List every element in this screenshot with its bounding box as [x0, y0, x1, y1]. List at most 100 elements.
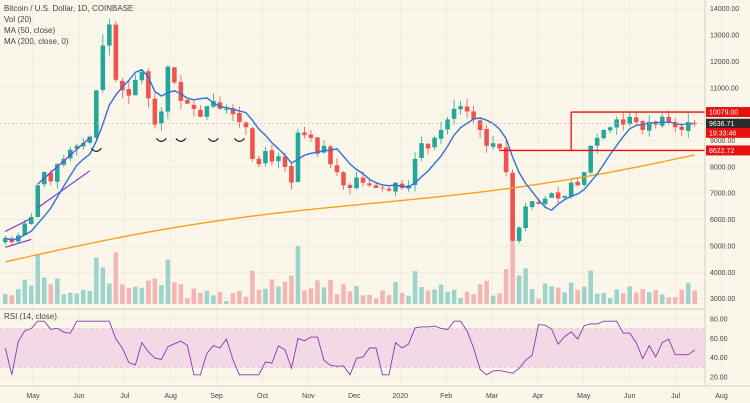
candle-body[interactable]: [198, 109, 203, 117]
candle-body[interactable]: [302, 132, 307, 136]
candle-body[interactable]: [250, 128, 255, 159]
candle-body[interactable]: [61, 158, 67, 165]
candle-body[interactable]: [185, 100, 190, 104]
candle-body[interactable]: [152, 98, 158, 125]
candle-body[interactable]: [204, 106, 210, 117]
candle-body[interactable]: [633, 117, 639, 123]
candle-body[interactable]: [2, 238, 8, 243]
candle-body[interactable]: [594, 137, 600, 146]
candle-body[interactable]: [672, 122, 678, 128]
candle-body[interactable]: [581, 172, 587, 185]
candle-body[interactable]: [419, 143, 424, 158]
candle-body[interactable]: [295, 132, 301, 182]
candle-body[interactable]: [640, 121, 645, 130]
candle-body[interactable]: [490, 143, 496, 147]
candle-body[interactable]: [139, 71, 145, 81]
candle-body[interactable]: [412, 158, 418, 186]
candle-body[interactable]: [646, 122, 652, 131]
candle-body[interactable]: [243, 122, 249, 128]
candle-body[interactable]: [159, 111, 164, 124]
candle-body[interactable]: [282, 156, 288, 167]
candle-body[interactable]: [692, 122, 698, 124]
candle-body[interactable]: [425, 143, 431, 149]
candle-body[interactable]: [263, 151, 268, 164]
candle-body[interactable]: [224, 108, 229, 110]
candle-body[interactable]: [28, 216, 34, 224]
candle-body[interactable]: [113, 24, 119, 80]
candle-body[interactable]: [620, 119, 626, 125]
candle-body[interactable]: [81, 143, 86, 147]
candle-body[interactable]: [334, 165, 340, 173]
candle-body[interactable]: [575, 181, 580, 186]
candle-body[interactable]: [276, 156, 281, 162]
candle-body[interactable]: [568, 182, 574, 197]
candle-body[interactable]: [373, 185, 379, 188]
candle-body[interactable]: [269, 150, 275, 162]
candle-body[interactable]: [451, 108, 457, 119]
candle-body[interactable]: [464, 106, 470, 112]
candle-body[interactable]: [230, 108, 236, 115]
candle-body[interactable]: [503, 147, 509, 173]
candle-body[interactable]: [328, 146, 333, 165]
candle-body[interactable]: [146, 71, 151, 99]
candle-body[interactable]: [308, 134, 314, 138]
candle-body[interactable]: [555, 192, 561, 199]
candle-body[interactable]: [172, 67, 177, 83]
candle-body[interactable]: [35, 185, 41, 217]
candle-body[interactable]: [386, 188, 392, 191]
candle-body[interactable]: [48, 172, 54, 182]
candle-body[interactable]: [607, 127, 613, 131]
candle-body[interactable]: [68, 149, 73, 159]
candle-body[interactable]: [217, 102, 223, 109]
candle-body[interactable]: [458, 106, 463, 110]
candle-body[interactable]: [471, 111, 476, 120]
candle-body[interactable]: [516, 227, 522, 241]
candle-body[interactable]: [666, 116, 672, 123]
candle-body[interactable]: [133, 79, 138, 96]
candle-body[interactable]: [360, 177, 366, 183]
candle-body[interactable]: [399, 183, 405, 188]
candle-body[interactable]: [178, 81, 184, 101]
candle-body[interactable]: [74, 145, 80, 149]
candle-body[interactable]: [627, 116, 632, 125]
candle-body[interactable]: [237, 113, 242, 123]
candle-body[interactable]: [523, 206, 528, 229]
candle-body[interactable]: [529, 201, 535, 208]
candle-body[interactable]: [211, 100, 216, 107]
candle-body[interactable]: [191, 104, 197, 109]
candle-body[interactable]: [256, 158, 262, 165]
candle-body[interactable]: [315, 137, 320, 154]
candle-body[interactable]: [165, 66, 171, 112]
candle-body[interactable]: [321, 145, 327, 153]
candle-body[interactable]: [107, 24, 112, 46]
candle-body[interactable]: [510, 172, 515, 241]
candle-body[interactable]: [542, 198, 548, 205]
candle-body[interactable]: [87, 136, 93, 143]
candle-body[interactable]: [484, 128, 489, 146]
candle-body[interactable]: [341, 172, 346, 186]
candle-body[interactable]: [55, 164, 60, 182]
candle-body[interactable]: [562, 195, 567, 198]
candle-body[interactable]: [347, 184, 353, 188]
candle-body[interactable]: [549, 193, 554, 198]
candle-body[interactable]: [354, 177, 359, 189]
candle-body[interactable]: [94, 90, 99, 138]
candle-body[interactable]: [393, 182, 398, 192]
candle-body[interactable]: [120, 80, 125, 91]
candle-body[interactable]: [659, 116, 665, 126]
candle-body[interactable]: [126, 89, 132, 96]
candle-body[interactable]: [432, 137, 437, 148]
candle-body[interactable]: [438, 129, 444, 139]
candle-body[interactable]: [588, 145, 593, 173]
candle-body[interactable]: [536, 202, 541, 204]
candle-body[interactable]: [679, 126, 685, 130]
candle-body[interactable]: [100, 45, 106, 90]
candle-body[interactable]: [497, 143, 502, 149]
candle-body[interactable]: [22, 223, 28, 235]
candle-body[interactable]: [380, 187, 385, 189]
candle-body[interactable]: [289, 166, 294, 183]
candle-body[interactable]: [477, 120, 483, 130]
candle-body[interactable]: [367, 183, 372, 186]
candle-body[interactable]: [445, 119, 450, 130]
candle-body[interactable]: [601, 129, 606, 139]
